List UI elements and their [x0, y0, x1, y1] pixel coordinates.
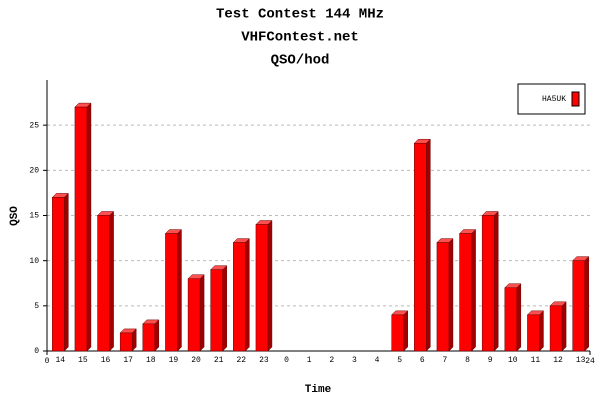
bar-face [233, 242, 246, 352]
bar-face [539, 310, 544, 352]
chart-subtitle: QSO/hod [271, 53, 330, 69]
chart-title: Test Contest 144 MHz [216, 7, 384, 23]
bar [119, 328, 137, 352]
bar-face [245, 237, 250, 352]
bar [142, 319, 160, 352]
bar-face [549, 305, 563, 352]
bar-face [426, 138, 431, 352]
bar-face [142, 323, 156, 352]
bar [96, 210, 115, 352]
bar-face [572, 260, 585, 352]
bar-face [199, 274, 205, 352]
bar [187, 274, 205, 352]
y-tick-label: 10 [29, 257, 39, 266]
y-axis-label: QSO [9, 206, 21, 226]
bar-face [187, 278, 201, 352]
x-axis-label: Time [305, 384, 332, 396]
x-tick-label: 10 [508, 356, 518, 365]
bar [549, 301, 567, 352]
bar [436, 237, 454, 352]
bar-face [481, 215, 495, 352]
x-tick-label: 12 [553, 356, 563, 365]
bar-face [255, 224, 269, 352]
y-tick-label: 25 [29, 121, 39, 130]
bar-face [471, 228, 476, 352]
bar [255, 219, 273, 352]
bar-face [119, 332, 133, 352]
x-tick-label: 3 [352, 356, 357, 365]
chart-subtitle: VHFContest.net [241, 30, 359, 46]
x-tick-label: 24 [585, 357, 595, 366]
x-tick-label: 19 [169, 356, 179, 365]
bar-face [165, 233, 178, 352]
bar-face [436, 242, 450, 352]
bar-face [177, 228, 182, 352]
bar [572, 256, 590, 352]
x-tick-label: 21 [214, 356, 224, 365]
bar-face [403, 310, 408, 352]
x-tick-label: 1 [307, 356, 312, 365]
bar-face [504, 287, 518, 352]
x-tick-label: 0 [45, 357, 50, 366]
y-tick-label: 0 [34, 347, 39, 356]
x-tick-label: 5 [397, 356, 402, 365]
x-tick-label: 4 [375, 356, 380, 365]
bar-face [97, 215, 110, 352]
bar-face [493, 210, 499, 352]
bar-face [52, 197, 65, 352]
x-tick-label: 8 [465, 356, 470, 365]
bar [413, 138, 431, 352]
x-tick-label: 23 [259, 356, 269, 365]
x-tick-label: 20 [191, 356, 201, 365]
bar-face [210, 269, 223, 352]
x-tick-label: 14 [56, 356, 66, 365]
x-tick-label: 6 [420, 356, 425, 365]
bar-face [516, 283, 522, 352]
bar-face [86, 102, 92, 352]
legend-swatch [571, 91, 580, 107]
legend-label: HA5UK [542, 95, 566, 104]
x-tick-label: 18 [146, 356, 156, 365]
bar [164, 228, 183, 352]
y-tick-label: 5 [34, 302, 39, 311]
bar [74, 102, 92, 352]
bar [232, 237, 250, 352]
bar [210, 265, 228, 352]
bar-face [267, 219, 273, 352]
x-tick-label: 9 [488, 356, 493, 365]
x-tick-label: 0 [284, 356, 289, 365]
bar [481, 210, 499, 352]
bar [504, 283, 522, 352]
bar-face [448, 237, 454, 352]
bar [458, 228, 477, 352]
bar-face [109, 210, 114, 352]
bar-face [584, 256, 589, 352]
bar-face [154, 319, 160, 352]
bar-face [222, 265, 227, 352]
bar-face [391, 314, 404, 352]
y-tick-label: 20 [29, 166, 39, 175]
bar-face [74, 106, 88, 352]
x-tick-label: 13 [576, 356, 586, 365]
bar [51, 192, 69, 352]
bar [391, 310, 409, 352]
x-tick-label: 15 [78, 356, 88, 365]
x-tick-label: 11 [531, 356, 541, 365]
bar-face [414, 142, 427, 352]
x-tick-label: 2 [329, 356, 334, 365]
y-tick-label: 15 [29, 212, 39, 221]
x-tick-label: 7 [443, 356, 448, 365]
bar-face [64, 192, 69, 352]
x-tick-label: 16 [101, 356, 111, 365]
bar [526, 310, 545, 352]
bar-face [459, 233, 472, 352]
x-tick-label: 17 [123, 356, 133, 365]
bar-face [527, 314, 540, 352]
x-tick-label: 22 [237, 356, 247, 365]
bar-face [561, 301, 567, 352]
